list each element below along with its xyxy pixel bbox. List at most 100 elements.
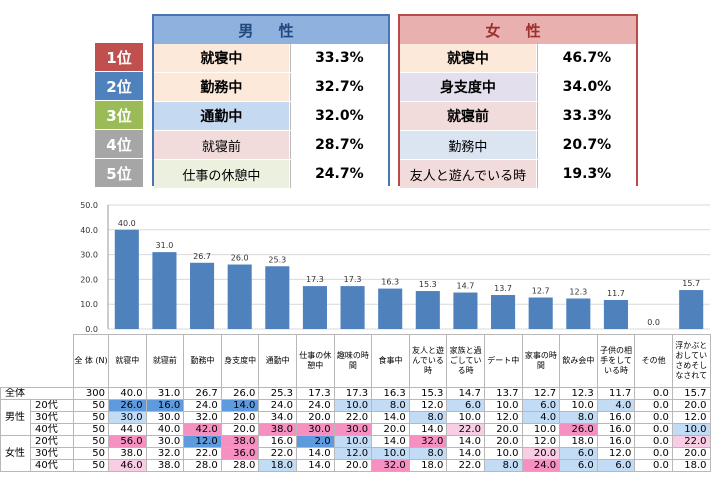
table-cell: 28.0: [183, 459, 222, 472]
table-cell: 20.0: [483, 435, 523, 448]
table-cell: 15.7: [671, 387, 711, 400]
table-cell: 30.0: [333, 423, 373, 436]
table-row: 男性 20代 50 26.0 16.0 24.0 14.0 24.0 24.0 10.0 8.0 12…: [0, 399, 711, 436]
table-cell: 38.0: [258, 423, 297, 436]
table-cell: 30.0: [108, 411, 147, 424]
table-cell: 32.0: [371, 459, 410, 472]
y-tick-label: 20.0: [80, 275, 98, 284]
table-header-cell: 就寝前: [145, 334, 185, 388]
table-cell: 10.0: [521, 423, 561, 436]
table-cell: 38.0: [220, 435, 260, 448]
table-cell: 12.0: [671, 411, 711, 424]
female-ranking-panel: 女 性 就寝中 46.7% 身支度中 34.0% 就寝前 33.3% 勤務中 20.7% 友人と…: [398, 14, 638, 188]
male-rank-label: 就寝中: [154, 44, 290, 72]
row-age-label: 20代: [30, 435, 74, 448]
rank-badge: 3位: [94, 100, 144, 130]
table-row: 40代 50 46.0 38.0 28.0 28.0 18.0 14.0 20.0 32.0 18.…: [1, 459, 711, 472]
bar-value-label: 15.3: [419, 280, 437, 289]
table-cell: 12.0: [408, 399, 448, 412]
data-table: 全 体 (N) 就寝中 就寝前 勤務中 身支度中 通勤中 仕事の休憩中 趣味の時間 食事中 友人と…: [0, 334, 711, 472]
male-rank-row: 通勤中 32.0%: [154, 102, 388, 130]
row-label: 全体: [0, 387, 74, 400]
male-rank-row: 勤務中 32.7%: [154, 73, 388, 101]
table-header-cell: 趣味の時間: [333, 334, 373, 388]
bar: [491, 295, 516, 329]
bar: [679, 290, 704, 329]
female-rank-label: 就寝中: [400, 44, 537, 72]
bar: [603, 299, 628, 329]
table-header-cell: 就寝中: [108, 334, 147, 388]
rank-badge: 4位: [94, 129, 144, 159]
female-rank-value: 19.3%: [536, 160, 636, 188]
table-cell: 30.0: [145, 435, 185, 448]
table-cell: 16.0: [145, 399, 185, 412]
table-header-cell: 仕事の休憩中: [295, 334, 335, 388]
row-n-cell: 300: [73, 387, 109, 400]
female-rank-value: 46.7%: [536, 44, 636, 72]
table-cell: 14.0: [371, 435, 410, 448]
male-rank-label: 仕事の休憩中: [154, 160, 290, 188]
rank-badge: 1位: [94, 42, 144, 72]
table-cell: 17.3: [333, 387, 373, 400]
table-cell: 30.0: [145, 411, 185, 424]
male-header: 男 性: [154, 16, 388, 45]
bar-value-label: 40.0: [118, 219, 136, 228]
table-cell: 22.0: [183, 447, 222, 460]
table-cell: 12.0: [483, 411, 523, 424]
table-cell: 0.0: [634, 459, 673, 472]
female-rank-label: 友人と遊んでいる時: [400, 160, 537, 188]
table-cell: 20.0: [220, 423, 260, 436]
row-group-label: 男性: [0, 399, 31, 436]
table-cell: 26.0: [220, 387, 260, 400]
male-rank-value: 32.7%: [289, 73, 388, 101]
table-header-cell: 飲み会中: [559, 334, 598, 388]
table-cell: 18.0: [258, 459, 297, 472]
table-cell: 16.0: [596, 435, 636, 448]
male-rank-label: 通勤中: [154, 102, 290, 130]
y-tick-label: 0.0: [85, 325, 98, 334]
bar: [340, 286, 365, 329]
table-cell: 14.7: [446, 387, 485, 400]
bar-value-label: 16.3: [381, 278, 399, 287]
bar: [265, 266, 290, 329]
rank-badge: 2位: [94, 71, 144, 101]
table-cell: 10.0: [483, 447, 523, 460]
table-header-cell: デート中: [483, 334, 523, 388]
table-cell: 17.3: [295, 387, 335, 400]
bar-value-label: 25.3: [268, 255, 286, 264]
table-cell: 14.0: [446, 447, 485, 460]
table-cell: 11.7: [596, 387, 636, 400]
row-age-label: 40代: [30, 459, 74, 472]
table-cell: 10.0: [559, 399, 598, 412]
bar: [415, 291, 440, 329]
table-cell: 12.0: [596, 447, 636, 460]
table-cell: 12.0: [521, 435, 561, 448]
table-header-cell: 通勤中: [258, 334, 297, 388]
bar-value-label: 15.7: [682, 279, 700, 288]
table-cell: 44.0: [108, 423, 147, 436]
female-rank-value: 34.0%: [536, 73, 636, 101]
table-cell: 25.3: [258, 387, 297, 400]
table-header-cell: 勤務中: [183, 334, 222, 388]
male-ranking-panel: 男 性 就寝中 33.3% 勤務中 32.7% 通勤中 32.0% 就寝前 28.7% 仕事の休…: [152, 14, 390, 188]
table-cell: 20.0: [295, 411, 335, 424]
table-cell: 0.0: [634, 387, 673, 400]
table-row: 女性 20代 50 56.0 30.0 12.0 38.0 16.0 2.0 10.0 14.0 32…: [0, 435, 711, 472]
table-cell: 14.0: [408, 423, 448, 436]
bar: [566, 298, 591, 329]
table-header-cell: 身支度中: [220, 334, 260, 388]
table-cell: 16.0: [258, 435, 297, 448]
male-rank-label: 勤務中: [154, 73, 290, 101]
row-age-label: 40代: [30, 423, 74, 436]
table-cell: 32.0: [183, 411, 222, 424]
table-row: 全体 300 40.0 31.0 26.7 26.0 25.3 17.3 17.3 16.3 15.…: [0, 387, 711, 400]
table-cell: 0.0: [634, 435, 673, 448]
table-header-cell: 家事の時間: [521, 334, 561, 388]
table-cell: 32.0: [145, 447, 185, 460]
row-age-label: 30代: [30, 411, 74, 424]
bar: [302, 286, 327, 329]
table-cell: 36.0: [220, 447, 260, 460]
row-n-cell: 50: [73, 435, 109, 448]
table-cell: 26.7: [183, 387, 222, 400]
female-rank-row: 勤務中 20.7%: [400, 131, 636, 159]
